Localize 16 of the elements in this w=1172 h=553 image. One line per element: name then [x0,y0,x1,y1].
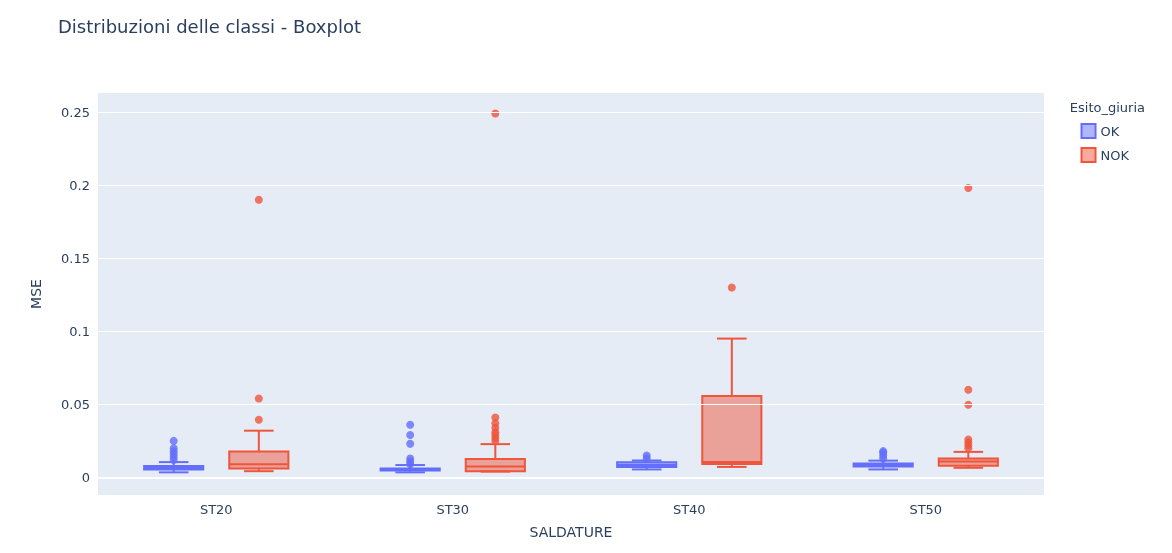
x-tick-label: ST30 [436,502,470,517]
y-tick-label: 0.05 [61,396,90,412]
legend-label: OK [1100,123,1120,139]
legend-label: NOK [1100,147,1130,163]
chart-title: Distribuzioni delle classi - Boxplot [58,15,362,37]
legend-title: Esito_giuria [1069,100,1146,115]
y-tick-label: 0.15 [61,250,90,266]
y-tick-label: 0.25 [61,104,90,120]
y-tick-label: 0.1 [69,323,90,339]
y-tick-label: 0.2 [69,177,90,193]
x-axis-title: SALDATURE [529,524,613,540]
y-axis-title: MSE [28,279,44,309]
x-tick-label: ST20 [199,502,233,517]
x-tick-label: ST50 [909,502,943,517]
y-tick-label: 0 [81,469,90,485]
x-tick-label: ST40 [672,502,706,517]
